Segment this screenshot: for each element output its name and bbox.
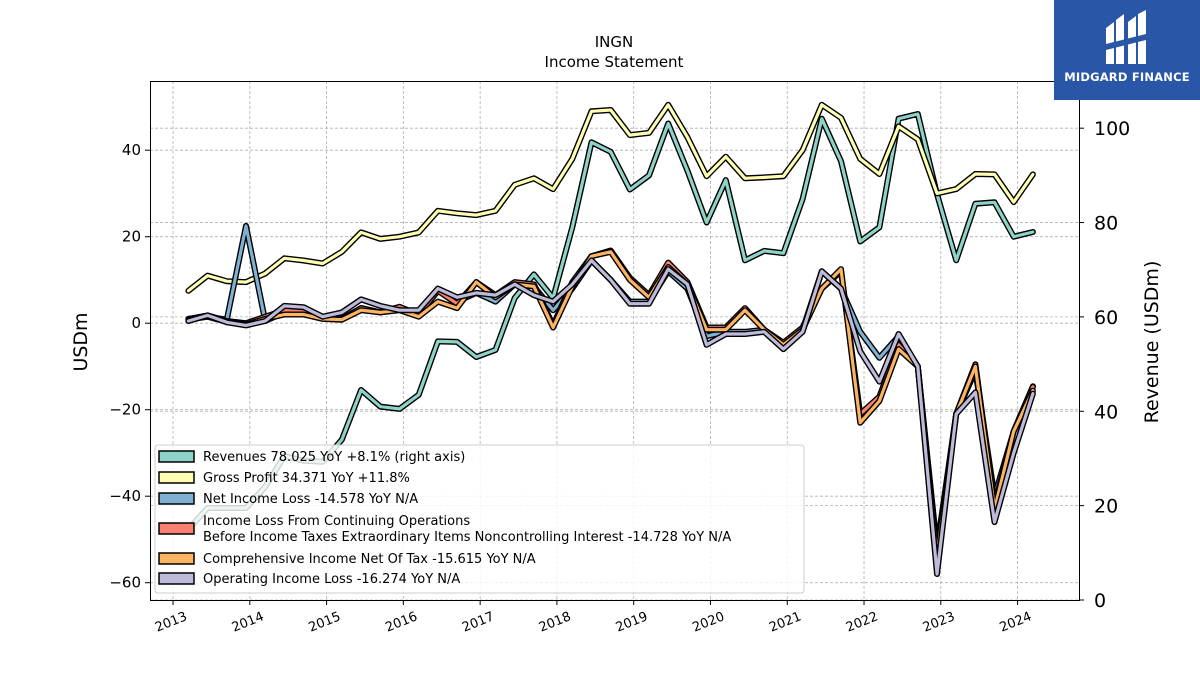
x-tick-label: 2024 [998, 609, 1034, 635]
y-tick-label-right: 0 [1094, 590, 1106, 612]
y-tick-label-left: 20 [122, 228, 141, 246]
right-axis: 0 20 40 60 80 100 [1079, 118, 1130, 612]
x-tick-label: 2022 [844, 609, 880, 635]
legend-swatch-operating-income-loss [158, 572, 195, 585]
x-tick-label: 2016 [383, 609, 419, 635]
series-line-gross-profit [186, 103, 1035, 293]
legend-swatch-gross-profit [158, 471, 195, 484]
legend-label: Gross Profit 34.371 YoY +11.8% [203, 471, 410, 486]
x-tick-label: 2019 [614, 609, 650, 635]
series-line-comprehensive-income-net-of-tax [186, 250, 1035, 559]
legend-label: Income Loss From Continuing Operations [203, 514, 470, 529]
x-tick-label: 2018 [537, 609, 573, 635]
left-axis: −60 −40 −20 0 20 40 [109, 141, 150, 592]
legend-swatch-income-loss-from-continuing-operations-before-income-taxes-extraordinary-items-noncontrolling-interest [158, 522, 195, 535]
legend-label: Before Income Taxes Extraordinary Items … [203, 530, 731, 545]
y-tick-label-right: 40 [1094, 401, 1118, 423]
legend-box [154, 444, 805, 594]
y-tick-label-left: 0 [131, 314, 141, 332]
y-tick-label-right: 80 [1094, 213, 1118, 235]
chart-title: INGN [595, 33, 634, 51]
y-tick-label-left: −40 [109, 487, 141, 505]
x-tick-label: 2013 [153, 609, 189, 635]
x-tick-label: 2014 [230, 609, 266, 635]
x-tick-label: 2020 [691, 609, 727, 635]
y-axis-label-right: Revenue (USDm) [1141, 261, 1163, 424]
x-tick-label: 2023 [921, 609, 957, 635]
y-tick-label-right: 20 [1094, 496, 1118, 518]
x-tick-label: 2017 [460, 609, 496, 635]
y-tick-label-left: 40 [122, 141, 141, 159]
brand-name: MIDGARD FINANCE [1064, 70, 1190, 84]
chart-legend: Revenues 78.025 YoY +8.1% (right axis) Gr… [154, 444, 805, 594]
x-axis: 2013 2014 2015 2016 2017 2018 2019 2020 2021 2022… [153, 600, 1034, 636]
series-lines [185, 101, 1036, 577]
y-tick-label-right: 100 [1094, 118, 1130, 140]
x-tick-label: 2015 [307, 609, 343, 635]
y-tick-label-left: −20 [109, 401, 141, 419]
y-axis-label-left: USDm [70, 312, 92, 371]
y-tick-label-right: 60 [1094, 307, 1118, 329]
brand-mark-icon [1106, 10, 1146, 64]
legend-swatch-net-income-loss [158, 492, 195, 505]
legend-label: Revenues 78.025 YoY +8.1% (right axis) [203, 450, 465, 465]
x-tick-label: 2021 [767, 609, 803, 635]
y-tick-label-left: −60 [109, 574, 141, 592]
legend-swatch-revenues [158, 450, 195, 463]
chart-subtitle: Income Statement [545, 53, 684, 71]
legend-swatch-comprehensive-income-net-of-tax [158, 552, 195, 565]
plot-frame [150, 81, 1080, 601]
brand-logo: MIDGARD FINANCE [1054, 0, 1200, 100]
legend-label: Operating Income Loss -16.274 YoY N/A [203, 572, 460, 587]
legend-label: Comprehensive Income Net Of Tax -15.615 … [203, 552, 536, 567]
legend-label: Net Income Loss -14.578 YoY N/A [203, 492, 418, 507]
series-line-operating-income-loss [186, 258, 1035, 576]
